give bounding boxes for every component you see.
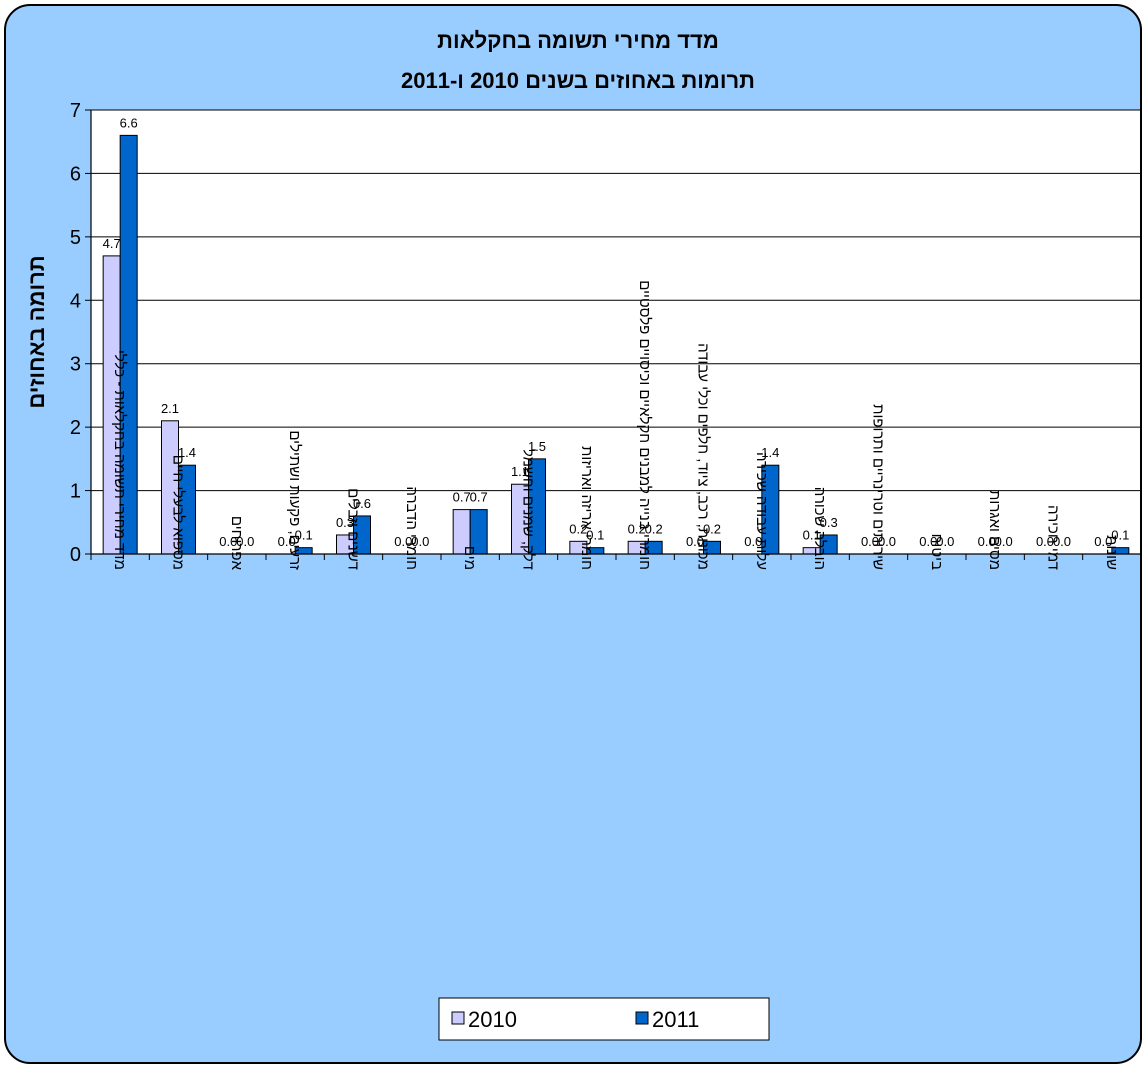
legend-label-2011: 2011 [652,1007,699,1032]
data-label-2011: 1.4 [761,445,779,460]
data-label-2010: 0.0 [919,534,937,549]
data-label-2011: 0.3 [820,515,838,530]
legend-label-2010: 2010 [468,1007,517,1032]
legend-swatch-2011 [635,1011,649,1025]
category-label: ביטוח [928,534,945,570]
data-label-2011: 0.2 [645,521,663,536]
data-label-2011: 0.1 [1111,528,1129,543]
category-label-group: עלות עבודה שכירה [753,452,770,570]
category-label-group: מכונות, רכב, ציוד, חלפים וכלי עבודה [695,343,712,570]
category-label-group: שונות [1103,535,1120,570]
data-label-2011: 0.0 [878,534,896,549]
y-tick-label: 0 [70,544,81,566]
data-label-2011: 0.7 [470,490,488,505]
data-label-2010: 0.0 [1036,534,1054,549]
category-label: עלות עבודה שכירה [753,452,770,570]
category-label-group: מים [461,546,478,570]
category-label: חומרי בנייה למבנים חקלאיים וכיסויים פלסט… [636,280,653,570]
y-tick-label: 3 [70,354,81,376]
data-label-2010: 0.0 [744,534,762,549]
data-label-2010: 0.0 [278,534,296,549]
data-label-2011: 0.0 [995,534,1013,549]
data-label-2010: 0.2 [569,521,587,536]
category-label-group: מספוא לבעלי חיים [170,455,187,570]
y-tick-label: 2 [70,417,81,439]
data-label-2011: 0.0 [236,534,254,549]
category-label-group: חומרי הדברה [403,486,420,570]
category-label: הובלה שכורה [811,487,828,570]
data-label-2011: 0.6 [353,496,371,511]
category-label: מים [461,546,478,570]
category-label-group: הובלה שכורה [811,487,828,570]
category-label-group: חומרי אריזה ואריזות [578,446,595,570]
chart-subtitle: תרומות באחוזים בשנים 2010 ו-2011 [401,68,755,93]
category-label-group: מדד מחירי תשומה בחקלאות - כללי [111,350,128,570]
data-label-2010: 2.1 [161,401,179,416]
data-label-2011: 1.4 [178,445,196,460]
y-tick-label: 1 [70,481,81,503]
chart: מדד מחירי תשומה בחקלאות תרומות באחוזים ב… [24,28,1140,1041]
plot-area [90,109,1140,555]
data-label-2010: 0.0 [978,534,996,549]
category-label: אפרוחים [228,516,245,571]
category-label: דמי חכירה [1045,505,1062,570]
data-label-2011: 0.0 [1053,534,1071,549]
y-tick-label: 4 [70,290,81,312]
category-label: שירותים וטרינריים ותרופות [870,404,887,570]
data-label-2011: 0.2 [703,521,721,536]
category-label: מספוא לבעלי חיים [170,455,187,570]
y-tick-label: 6 [70,163,81,185]
category-label: חומרי אריזה ואריזות [578,446,595,570]
data-label-2010: 0.0 [1094,534,1112,549]
data-label-2011: 0.1 [586,528,604,543]
data-label-2010: 0.0 [219,534,237,549]
category-label-group: זרעים, פקעות ושתילים [286,430,303,570]
category-label: זרעים, פקעות ושתילים [286,430,303,570]
category-label-group: אפרוחים [228,516,245,571]
data-label-2010: 0.2 [628,521,646,536]
category-label: מדד מחירי תשומה בחקלאות - כללי [111,350,128,570]
data-label-2011: 0.1 [295,528,313,543]
category-label-group: ביטוח [928,534,945,570]
data-label-2010: 0.1 [803,528,821,543]
data-label-2010: 0.3 [336,515,354,530]
data-label-2010: 1.1 [511,464,529,479]
data-label-2011: 0.0 [411,534,429,549]
category-label-group: מסים ואגרות [986,490,1003,570]
data-label-2010: 0.0 [861,534,879,549]
chart-frame: מדד מחירי תשומה בחקלאות תרומות באחוזים ב… [4,4,1142,1064]
legend: 2010 2011 [438,997,770,1041]
category-label: דלק, שמנים וחשמל [520,449,537,570]
category-label-group: דמי חכירה [1045,505,1062,570]
legend-box [438,997,770,1041]
category-label: מסים ואגרות [986,490,1003,570]
data-label-2010: 0.0 [686,534,704,549]
chart-title: מדד מחירי תשומה בחקלאות [437,28,719,53]
data-label-2011: 1.5 [528,439,546,454]
category-label-group: חומרי בנייה למבנים חקלאיים וכיסויים פלסט… [636,280,653,570]
category-label-group: דשנים וזבלים [345,488,362,570]
category-label: דשנים וזבלים [345,488,362,570]
category-label-group: דלק, שמנים וחשמל [520,449,537,570]
category-label: שונות [1103,535,1120,570]
legend-swatch-2010 [451,1011,465,1025]
y-tick-label: 7 [70,100,81,122]
data-label-2011: 0.0 [936,534,954,549]
y-axis-label: תרומה באחוזים [24,255,49,408]
category-label: חומרי הדברה [403,486,420,570]
data-label-2010: 0.7 [453,490,471,505]
data-label-2010: 4.7 [103,236,121,251]
data-label-2011: 6.6 [120,115,138,130]
y-tick-label: 5 [70,227,81,249]
category-label-group: שירותים וטרינריים ותרופות [870,404,887,570]
category-label: מכונות, רכב, ציוד, חלפים וכלי עבודה [695,343,712,570]
data-label-2010: 0.0 [394,534,412,549]
